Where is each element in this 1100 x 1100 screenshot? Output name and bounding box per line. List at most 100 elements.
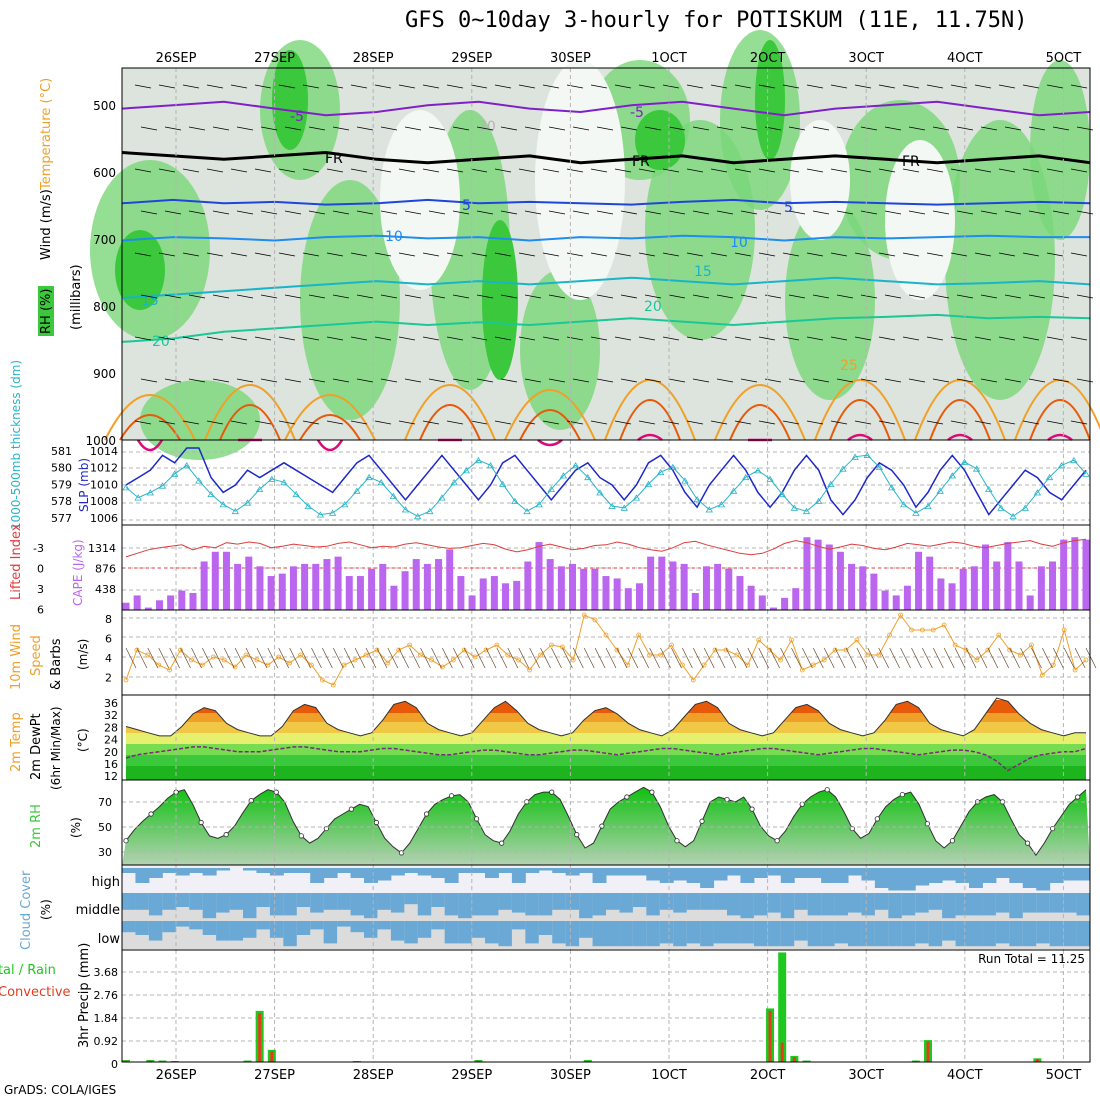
cloud-high-bar bbox=[135, 868, 150, 883]
wind-barb bbox=[278, 84, 296, 89]
wind-barb bbox=[830, 84, 848, 89]
wind-barb bbox=[596, 210, 614, 215]
wind-barb bbox=[356, 210, 374, 215]
cape-bar bbox=[725, 568, 733, 610]
wind-barb bbox=[878, 252, 896, 257]
wind-barb bbox=[1042, 647, 1053, 669]
cloud-high-bar bbox=[1063, 868, 1078, 881]
wind-barb bbox=[136, 647, 148, 669]
wind-barb bbox=[494, 420, 512, 425]
temp-bands bbox=[126, 700, 1086, 780]
wind-barb bbox=[836, 294, 854, 299]
thickness-marker bbox=[499, 480, 507, 487]
wind-barb bbox=[566, 336, 584, 341]
cloud-high-bar bbox=[579, 868, 594, 873]
wind-speed-marker bbox=[1050, 662, 1056, 668]
wind-barb bbox=[365, 647, 377, 669]
wind-barb bbox=[234, 647, 246, 669]
cape-bar bbox=[624, 588, 632, 610]
wind-barb bbox=[878, 647, 890, 669]
wind-barb bbox=[627, 647, 639, 669]
wind-barb bbox=[780, 647, 791, 669]
cloud-middle-bar bbox=[592, 893, 607, 916]
wind-barb bbox=[374, 84, 392, 89]
wind-barb bbox=[158, 336, 176, 341]
cloud-low-bar bbox=[740, 921, 755, 944]
wind-barb bbox=[542, 168, 560, 173]
thickness-marker bbox=[754, 467, 762, 474]
wind-barb bbox=[350, 168, 368, 173]
wind-barb bbox=[380, 210, 398, 215]
wind-barb bbox=[734, 168, 752, 173]
wind-speed-marker bbox=[559, 644, 565, 650]
cape-bar bbox=[356, 576, 364, 610]
thickness-tick-label: 578 bbox=[51, 495, 72, 508]
wind-barb bbox=[572, 378, 590, 383]
wind-barb bbox=[644, 126, 662, 131]
cape-bar bbox=[535, 542, 543, 610]
wind-barb bbox=[922, 647, 933, 669]
cloud-high-bar bbox=[1076, 868, 1091, 881]
wind-barb bbox=[812, 378, 830, 383]
cloud-low-bar bbox=[122, 921, 136, 933]
lifted-index-line bbox=[125, 538, 1087, 558]
wind-barb bbox=[1052, 378, 1070, 383]
rh-marker bbox=[824, 787, 830, 793]
rh-marker bbox=[148, 811, 154, 817]
wind-barb bbox=[668, 126, 686, 131]
cloud-low-bar bbox=[928, 921, 943, 947]
wind-barb bbox=[734, 420, 752, 425]
wind-speed-marker bbox=[941, 622, 947, 628]
wind-barb bbox=[956, 210, 974, 215]
date-label-bottom: 4OCT bbox=[947, 1068, 983, 1083]
wind-barb bbox=[644, 378, 662, 383]
rh-marker bbox=[699, 818, 705, 824]
rh-marker bbox=[724, 796, 730, 803]
legend-temperature: Temperature (°C) bbox=[39, 78, 54, 191]
contour-25 bbox=[714, 384, 806, 441]
cloud-low-bar bbox=[216, 921, 231, 941]
wind-barb bbox=[660, 647, 671, 669]
wind-barb bbox=[308, 210, 326, 215]
wind-speed-marker bbox=[298, 652, 303, 658]
cloud-low-bar bbox=[888, 921, 903, 947]
wind-barb bbox=[518, 647, 530, 669]
date-label-top: 27SEP bbox=[254, 51, 295, 66]
wind-barb bbox=[302, 168, 320, 173]
wind-speed-marker bbox=[210, 654, 216, 660]
thickness-marker bbox=[511, 497, 519, 504]
wind-barb bbox=[692, 294, 710, 299]
cape-bar bbox=[1015, 561, 1023, 610]
wind-barb bbox=[529, 647, 540, 669]
cloud-low-bar bbox=[686, 921, 701, 944]
cloud-row-label-middle: middle bbox=[76, 903, 120, 918]
thickness-marker bbox=[255, 485, 264, 492]
wind-barb bbox=[236, 126, 254, 131]
wind-speed-marker bbox=[167, 667, 173, 673]
cloud-low-bar bbox=[834, 921, 849, 944]
wind-barb bbox=[267, 647, 279, 669]
pressure-axis-label: (millibars) bbox=[69, 264, 84, 330]
cape-bar bbox=[178, 590, 186, 610]
cloud-middle-bar bbox=[404, 893, 419, 905]
cloud-high-bar bbox=[632, 868, 647, 876]
cloud-middle-bar bbox=[135, 893, 150, 910]
cape-bar bbox=[937, 578, 945, 610]
cape-panel: -3 0 3 6 1314 876 438 Lifted Index CAPE (J/kg) bbox=[9, 523, 1090, 617]
wind-barb bbox=[902, 84, 920, 89]
slp-line bbox=[125, 447, 1087, 516]
wind-speed-marker bbox=[810, 662, 816, 668]
wind-barb bbox=[830, 168, 848, 173]
cloud-high-bar bbox=[659, 868, 674, 883]
contour-30 bbox=[299, 414, 361, 441]
temp-tick-label: 16 bbox=[104, 758, 118, 771]
wind-barb bbox=[806, 252, 824, 257]
wind-speed-marker bbox=[330, 682, 336, 688]
wind-barb bbox=[518, 84, 536, 89]
precip-axis-label: 3hr Precip (mm) bbox=[77, 943, 92, 1048]
wind-barb bbox=[566, 84, 584, 89]
wind-barb bbox=[998, 84, 1016, 89]
wind-barb bbox=[692, 378, 710, 383]
wind-barb bbox=[974, 84, 992, 89]
wind-speed-marker bbox=[221, 657, 227, 663]
